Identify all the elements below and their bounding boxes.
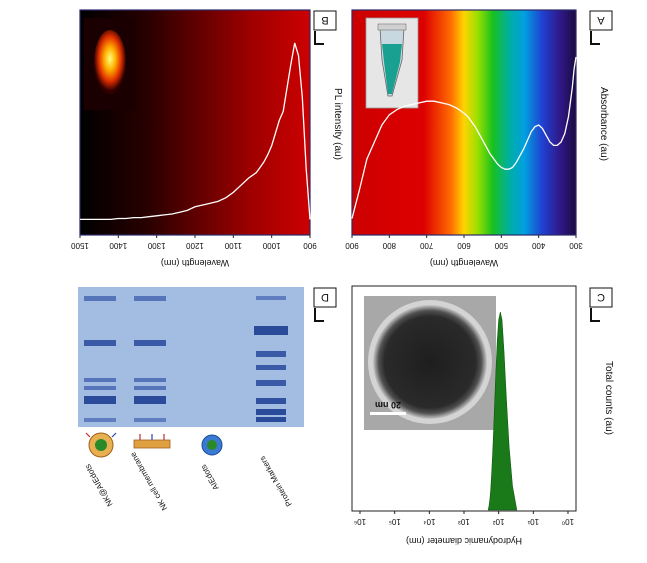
nk-aiedots-icon: [85, 432, 117, 458]
panel-c-letter-box: C: [589, 287, 613, 322]
panel-a-x-tick-label: 900: [345, 241, 359, 250]
panel-a-x-tick-label: 700: [419, 241, 433, 250]
panel-a-absorbance-line: [351, 56, 577, 219]
panel-b-letter: B: [321, 14, 328, 26]
panel-c-tem-image: 20 nm: [364, 296, 496, 430]
panel-a-x-tick-label: 300: [569, 241, 583, 250]
panel-a-x-tick-label: 400: [531, 241, 545, 250]
panel-c-letter: C: [597, 291, 605, 303]
panel-c-x-tick-label: 10⁵: [389, 517, 401, 526]
panel-b-letter-box: B: [313, 10, 337, 45]
lane-label-nk-cell-membrane: NK cell membrane: [128, 450, 169, 512]
panel-b-x-axis-label: Wavelength (nm): [161, 258, 229, 268]
panel-b-x-tick-label: 1100: [224, 241, 242, 250]
panel-a-x-ticks: 300 400 500 600 700 800 900: [345, 235, 583, 250]
panel-a-x-tick-label: 800: [382, 241, 396, 250]
panel-b-x-tick-label: 1500: [71, 241, 89, 250]
panel-b-x-tick-label: 1000: [262, 241, 280, 250]
panel-a-x-tick-label: 500: [494, 241, 508, 250]
panel-c-x-tick-label: 10⁰: [562, 517, 574, 526]
panel-b-x-tick-label: 1300: [147, 241, 165, 250]
panel-a-y-axis-label: Absorbance (au): [598, 87, 609, 161]
panel-a-x-tick-label: 600: [457, 241, 471, 250]
lane-protein-markers: [254, 296, 288, 422]
panel-c-x-tick-label: 10⁶: [354, 517, 366, 526]
panel-c-x-tick-label: 10²: [493, 517, 505, 526]
panel-b: 900 1000 1100 1200 1300 1400 1500 Wavelength (…: [71, 9, 343, 268]
panel-a-vial-photo: [365, 17, 419, 109]
panel-c-x-tick-label: 10¹: [527, 517, 539, 526]
panel-b-pl-line: [80, 42, 311, 221]
panel-a-x-axis-label: Wavelength (nm): [430, 258, 498, 268]
panel-a-letter-box: A: [589, 10, 613, 45]
panel-d-letter-box: D: [313, 287, 337, 322]
panel-b-x-tick-label: 1400: [109, 241, 127, 250]
panel-c-x-tick-label: 10⁴: [423, 517, 436, 526]
panel-c-scale-bar-label: 20 nm: [375, 400, 401, 410]
lane-label-aiedots: AIEdots: [199, 463, 221, 492]
lane-label-nk-aiedots: NK@AIEdots: [83, 463, 114, 508]
panel-d-letter: D: [321, 291, 329, 303]
panel-a-letter: A: [597, 14, 605, 26]
panel-d: Protein Markers AIEdots NK cell membrane…: [78, 287, 337, 512]
panel-c-x-tick-label: 10³: [458, 517, 470, 526]
lane-label-protein-markers: Protein Markers: [258, 455, 294, 508]
panel-c-size-distribution: [487, 311, 518, 511]
panel-c: 20 nm 10⁰ 10¹ 10² 10³ 10⁴ 10⁵ 10⁶ Hydrodynamic…: [351, 285, 614, 546]
panel-c-y-axis-label: Total counts (au): [603, 361, 614, 435]
panel-b-y-axis-label: PL intensity (au): [332, 88, 343, 160]
panel-b-x-ticks: 900 1000 1100 1200 1300 1400 1500: [71, 235, 317, 250]
nk-cell-membrane-icon: [133, 434, 171, 449]
aiedots-icon: [201, 434, 223, 456]
panel-b-glow-photo: [84, 18, 136, 110]
lane-nk-cell-membrane: [134, 296, 166, 422]
panel-c-x-ticks: 10⁰ 10¹ 10² 10³ 10⁴ 10⁵ 10⁶: [354, 511, 574, 526]
panel-a: 300 400 500 600 700 800 900 Wavelength (nm) Ab…: [345, 9, 613, 268]
panel-b-x-tick-label: 1200: [186, 241, 204, 250]
panel-c-x-axis-label: Hydrodynamic diameter (nm): [406, 536, 522, 546]
panel-b-x-tick-label: 900: [303, 241, 317, 250]
lane-nk-aiedots: [84, 296, 116, 422]
